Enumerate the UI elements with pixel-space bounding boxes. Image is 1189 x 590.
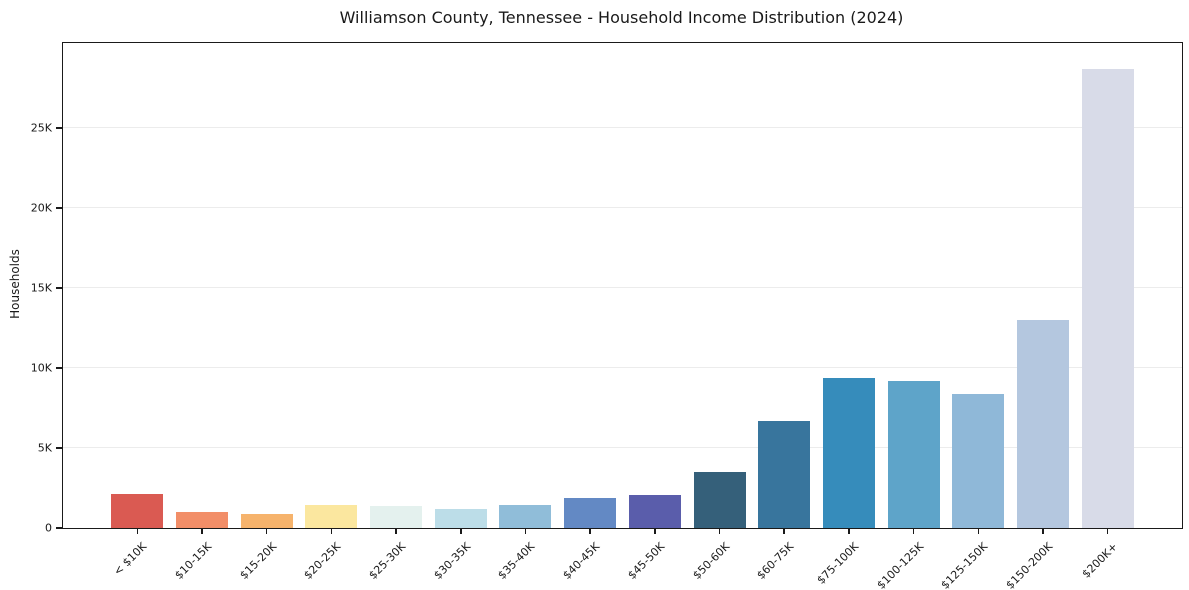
x-tick-mark: [718, 528, 721, 534]
bar-$50-60K: [693, 471, 746, 528]
bar-$60-75K: [758, 420, 811, 528]
x-tick-mark: [912, 528, 915, 534]
y-tick-label: 10K: [30, 361, 52, 375]
bar-$20-25K: [305, 504, 358, 528]
y-tick-mark: [55, 367, 62, 369]
x-tick-mark: [330, 528, 333, 534]
x-tick-mark: [977, 528, 980, 534]
gridline: [63, 287, 1182, 289]
bar-$35-40K: [499, 504, 552, 528]
x-tick-mark: [848, 528, 850, 534]
y-tick-mark: [55, 127, 62, 129]
bar-$30-35K: [434, 508, 487, 528]
x-tick-mark: [524, 528, 527, 534]
x-tick-mark: [1042, 528, 1044, 534]
y-tick-mark: [55, 287, 62, 289]
bar-$125-150K: [952, 394, 1005, 528]
bar-$15-20K: [240, 514, 293, 528]
y-tick-label: 5K: [37, 441, 52, 455]
y-tick-label: 0: [45, 521, 52, 535]
x-tick-mark: [654, 528, 656, 534]
x-tick-mark: [589, 528, 591, 534]
x-tick-mark: [460, 528, 462, 534]
bar-$40-45K: [564, 497, 617, 528]
x-tick-mark: [1106, 528, 1109, 534]
y-tick-label: 25K: [30, 121, 52, 135]
y-tick-mark: [55, 207, 62, 209]
gridline: [63, 207, 1182, 209]
y-tick-mark: [55, 447, 62, 449]
gridline: [63, 367, 1182, 369]
bar-< $10K: [111, 494, 164, 528]
bar-$100-125K: [887, 380, 940, 528]
bar-$10-15K: [176, 512, 229, 528]
bar-$45-50K: [628, 495, 681, 528]
gridline: [63, 127, 1182, 129]
y-tick-label: 15K: [30, 281, 52, 295]
bar-$200K+: [1081, 68, 1134, 528]
bar-$25-30K: [370, 506, 423, 528]
x-tick-label: < $10K: [111, 540, 150, 579]
bar-$150-200K: [1016, 319, 1069, 528]
x-tick-mark: [783, 528, 785, 534]
y-tick-label: 20K: [30, 201, 52, 215]
x-tick-mark: [136, 528, 139, 534]
chart-title: Williamson County, Tennessee - Household…: [339, 8, 904, 27]
bar-$75-100K: [822, 377, 875, 528]
x-tick-mark: [265, 528, 268, 534]
y-axis-label-text: Households: [8, 249, 22, 319]
plot-area: 0 5K 10K 15K 20K 25K < $10K $10-15K $15-20K $20-2…: [31, 42, 1183, 590]
gridline: [63, 447, 1182, 449]
y-tick-mark: [55, 527, 62, 529]
x-tick-mark: [201, 528, 203, 534]
x-tick-mark: [395, 528, 397, 534]
